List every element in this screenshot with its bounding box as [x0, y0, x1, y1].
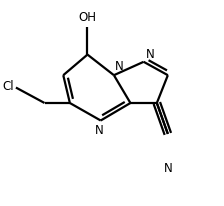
Text: N: N: [95, 124, 104, 137]
Text: OH: OH: [78, 11, 97, 24]
Text: Cl: Cl: [2, 80, 14, 93]
Text: N: N: [115, 60, 124, 73]
Text: N: N: [164, 162, 172, 175]
Text: N: N: [146, 48, 155, 61]
